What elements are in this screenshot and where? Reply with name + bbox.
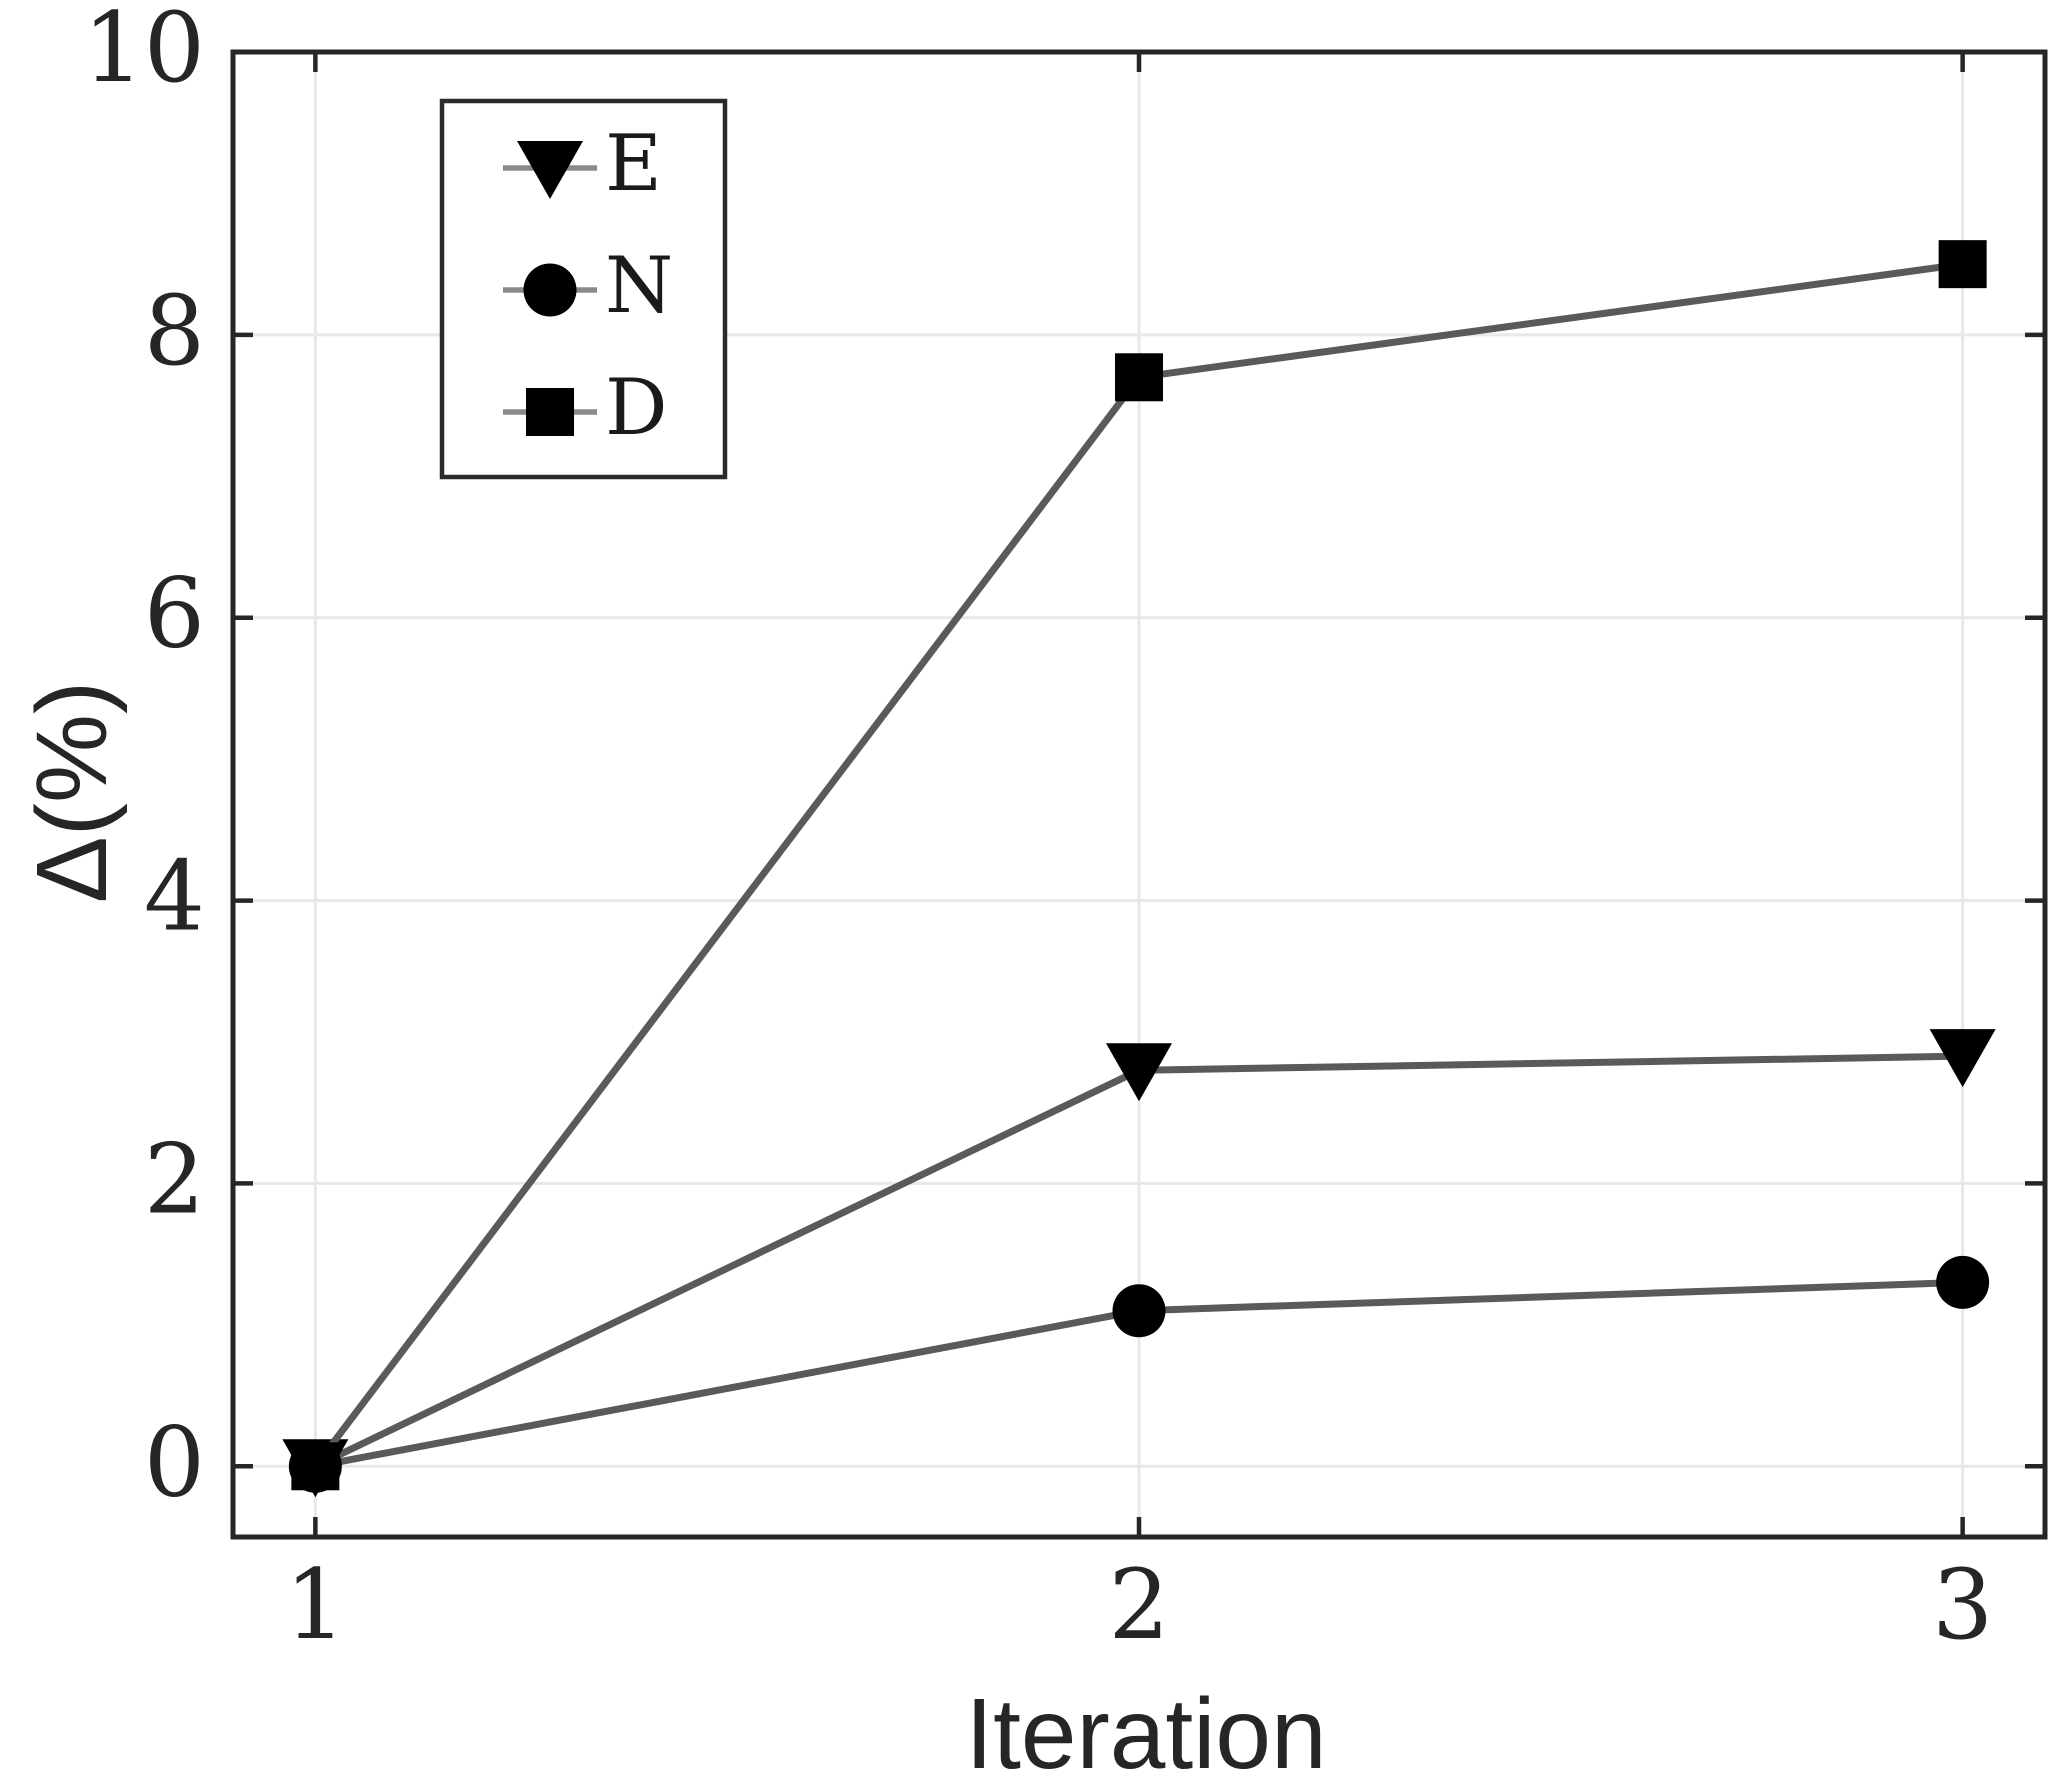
legend-label-N: N xyxy=(605,241,673,331)
y-tick-label: 0 xyxy=(144,1406,205,1518)
y-tick-label: 4 xyxy=(144,841,205,953)
tick-labels: 1 2 3 0 2 4 6 8 10 xyxy=(83,0,1993,1661)
legend-label-D: D xyxy=(605,363,668,453)
data-series xyxy=(282,240,1996,1498)
y-tick-label: 2 xyxy=(144,1123,205,1235)
series-D xyxy=(291,240,1987,1491)
legend-label-E: E xyxy=(605,119,662,209)
marker-N xyxy=(1936,1255,1990,1309)
y-tick-label: 6 xyxy=(144,558,205,670)
y-tick-label: 10 xyxy=(83,0,205,104)
legend: END xyxy=(439,98,728,480)
y-axis-label: Δ(%) xyxy=(16,681,128,903)
marker-D xyxy=(1115,353,1163,402)
legend-item-D: D xyxy=(503,363,668,453)
x-tick-label: 2 xyxy=(1108,1549,1169,1661)
legend-marker-E xyxy=(517,141,583,199)
x-tick-label: 1 xyxy=(285,1549,346,1661)
marker-D xyxy=(291,1442,340,1491)
legend-item-E: E xyxy=(503,119,662,209)
x-axis-label: Iteration xyxy=(965,1678,1326,1790)
marker-E xyxy=(1106,1043,1172,1102)
x-tick-label: 3 xyxy=(1932,1549,1993,1661)
legend-item-N: N xyxy=(503,241,673,331)
marker-E xyxy=(1929,1029,1996,1088)
legend-marker-D xyxy=(526,388,574,436)
legend-marker-N xyxy=(523,263,577,317)
marker-D xyxy=(1938,240,1987,289)
marker-N xyxy=(1112,1284,1166,1338)
axes-frame xyxy=(230,49,2048,1540)
y-tick-label: 8 xyxy=(144,275,205,387)
